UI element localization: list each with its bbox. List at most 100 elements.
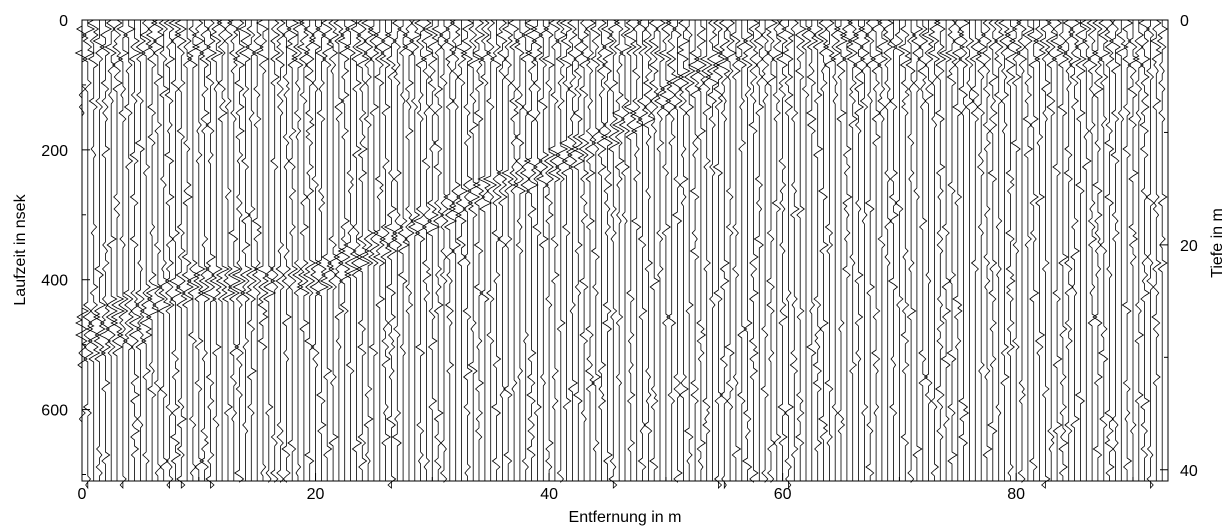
wiggle-trace — [145, 19, 161, 481]
wiggle-trace — [577, 19, 591, 481]
wiggle-trace — [887, 20, 899, 481]
wiggle-trace — [1127, 20, 1140, 481]
wiggle-trace — [477, 19, 493, 481]
wiggle-trace — [554, 19, 569, 484]
wiggle-trace — [589, 20, 602, 481]
wiggle-trace — [584, 19, 597, 481]
wiggle-trace — [275, 19, 286, 483]
wiggle-trace — [642, 20, 656, 481]
wiggle-trace — [431, 20, 445, 481]
wiggle-trace — [629, 19, 644, 481]
wiggle-trace — [74, 20, 90, 481]
wiggle-trace — [1145, 20, 1155, 490]
wiggle-trace — [1045, 19, 1059, 481]
wiggle-trace — [186, 20, 201, 481]
wiggle-trace — [993, 19, 1005, 481]
wiggle-trace — [1050, 19, 1065, 481]
wiggle-trace — [1103, 19, 1115, 481]
wiggle-trace — [693, 20, 707, 481]
wiggle-trace — [209, 19, 224, 481]
wiggle-trace — [1026, 20, 1041, 481]
wiggle-trace — [1091, 19, 1104, 481]
wiggle-trace — [781, 20, 795, 490]
wiggle-trace — [771, 19, 784, 481]
x-tick-label: 20 — [307, 486, 325, 503]
wiggle-trace — [980, 19, 993, 481]
wiggle-trace — [360, 19, 374, 481]
wiggle-trace — [964, 20, 975, 481]
wiggle-trace — [296, 19, 310, 481]
y-tick-label: 200 — [41, 143, 68, 160]
wiggle-trace — [858, 20, 871, 481]
x-tick-label: 40 — [540, 486, 558, 503]
wiggle-trace — [447, 19, 462, 481]
wiggle-trace — [596, 19, 609, 481]
wiggle-trace — [933, 19, 947, 481]
wiggle-trace — [367, 20, 380, 481]
wiggle-trace — [730, 20, 742, 481]
wiggle-trace — [618, 20, 633, 481]
wiggle-trace — [665, 19, 679, 481]
y2-tick-label: 0 — [1180, 13, 1189, 30]
wiggle-trace — [765, 19, 779, 484]
wiggle-trace — [830, 20, 842, 481]
wiggle-trace — [600, 20, 615, 481]
wiggle-trace — [333, 19, 346, 481]
wiggle-trace — [864, 19, 877, 481]
wiggle-trace — [704, 19, 720, 481]
wiggle-trace — [775, 19, 789, 481]
wiggle-trace — [116, 20, 130, 490]
wiggle-trace — [607, 19, 621, 489]
wiggle-trace — [482, 19, 498, 481]
plot-frame — [81, 19, 1169, 482]
wiggle-trace — [412, 19, 428, 481]
y-tick-label: 400 — [41, 273, 68, 290]
wiggle-trace — [1008, 19, 1023, 481]
wiggle-trace — [1056, 20, 1070, 481]
wiggle-trace — [741, 20, 754, 481]
y2-axis-title: Tiefe in m — [1209, 208, 1226, 278]
wiggle-trace — [839, 19, 854, 481]
wiggle-trace — [85, 19, 101, 481]
wiggle-trace — [302, 20, 317, 481]
wiggle-trace — [753, 20, 765, 481]
wiggle-trace — [851, 20, 866, 481]
wiggle-trace — [226, 19, 242, 481]
wiggle-trace — [472, 19, 486, 481]
wiggle-trace — [917, 20, 929, 481]
wiggle-trace — [191, 19, 206, 481]
axes-layer: 0 20 40 60 80 0 200 400 600 0 20 40 — [41, 13, 1198, 503]
wiggle-trace — [794, 20, 807, 481]
wiggle-trace — [391, 19, 404, 481]
wiggle-trace — [168, 19, 183, 481]
wiggle-trace — [789, 19, 800, 481]
wiggle-trace — [735, 20, 749, 481]
wiggle-trace — [958, 19, 971, 481]
wiggle-trace — [760, 20, 770, 484]
wiggle-trace — [535, 20, 550, 481]
wiggle-trace — [425, 20, 441, 481]
wiggle-trace — [355, 19, 371, 481]
wiggle-trace — [822, 19, 837, 481]
y-axis-title: Laufzeit in nsek — [12, 193, 29, 305]
y-tick-label: 0 — [59, 13, 68, 30]
wiggle-trace — [683, 20, 696, 481]
wiggle-trace — [139, 19, 154, 481]
wiggle-trace — [327, 19, 341, 481]
wiggle-trace — [676, 19, 691, 481]
wiggle-trace — [512, 20, 527, 481]
x-tick-label: 60 — [774, 486, 792, 503]
wiggle-trace — [1156, 20, 1169, 481]
wiggle-trace — [150, 19, 166, 481]
wiggle-trace — [98, 20, 113, 481]
wiggle-trace — [898, 20, 913, 481]
wiggle-trace — [495, 19, 508, 481]
wiggle-trace — [611, 19, 626, 481]
wiggle-trace — [1062, 19, 1074, 481]
wiggle-trace — [122, 20, 136, 481]
wiggle-trace — [379, 20, 393, 481]
wiggle-trace — [319, 19, 335, 481]
wiggle-trace — [343, 19, 359, 481]
wiggle-trace — [944, 19, 958, 481]
